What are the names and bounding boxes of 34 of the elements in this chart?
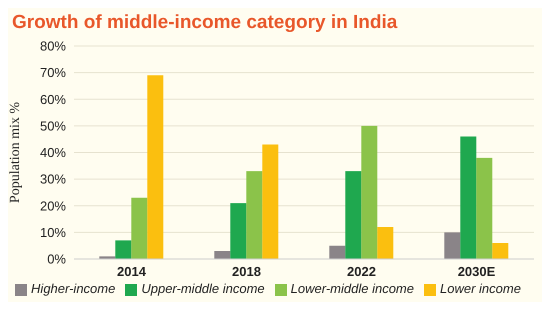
bar [460, 136, 476, 259]
bar [492, 243, 508, 259]
bar [476, 158, 492, 259]
legend-label: Upper-middle income [141, 281, 265, 296]
bar [377, 227, 394, 259]
y-tick-label: 20% [40, 198, 66, 214]
y-tick-label: 0% [47, 252, 66, 267]
bar [361, 126, 378, 259]
legend-label: Higher-income [31, 281, 116, 296]
bar [262, 144, 278, 259]
x-tick-label: 2030E [458, 264, 496, 280]
legend-label: Lower-middle income [290, 281, 414, 296]
bar [147, 75, 164, 259]
bar [230, 203, 246, 259]
bar [246, 171, 262, 259]
y-axis-title: Population mix % [8, 102, 23, 204]
y-tick-label: 30% [40, 172, 66, 187]
chart-title: Growth of middle-income category in India [11, 11, 398, 35]
bar [214, 251, 230, 259]
y-tick-label: 80% [40, 38, 66, 54]
x-tick-label: 2018 [232, 264, 261, 280]
y-tick-label: 40% [40, 145, 66, 160]
x-tick-label: 2014 [117, 264, 147, 280]
x-tick-label: 2022 [347, 264, 376, 280]
bar [131, 198, 148, 259]
bar [115, 240, 132, 259]
y-tick-label: 70% [40, 65, 66, 80]
bar [329, 246, 346, 259]
bar [444, 232, 460, 259]
y-tick-label: 10% [40, 224, 66, 240]
legend-label: Lower income [440, 281, 521, 296]
bar [345, 171, 362, 259]
y-tick-label: 50% [40, 118, 66, 134]
y-tick-label: 60% [40, 92, 66, 107]
